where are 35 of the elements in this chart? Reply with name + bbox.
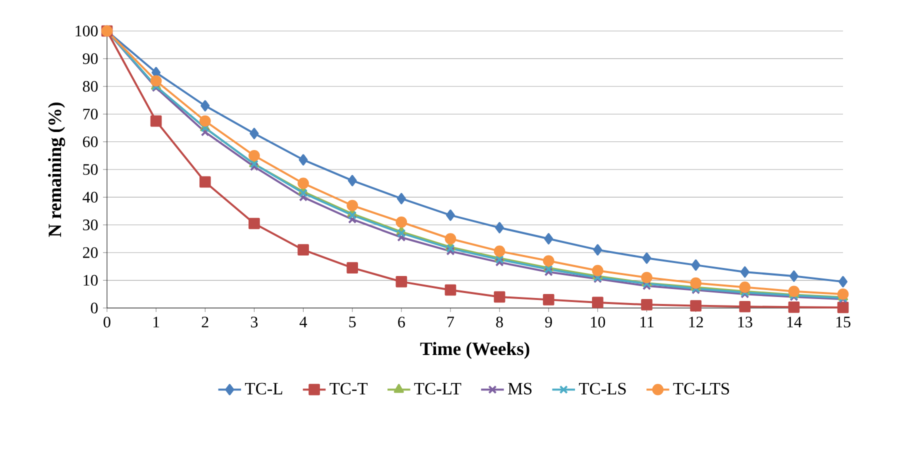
- y-tick-label: 20: [83, 247, 98, 258]
- y-tick-label: 100: [76, 26, 98, 36]
- x-axis-title: Time (Weeks): [420, 342, 530, 359]
- y-tick-label: 90: [82, 53, 98, 64]
- legend-label: MS: [508, 382, 532, 394]
- x-tick-label: 10: [591, 316, 606, 328]
- y-tick-label: 50: [83, 164, 98, 175]
- x-tick-label: 4: [300, 316, 308, 328]
- y-tick-label: 0: [90, 302, 98, 314]
- legend-label: TC-LS: [578, 382, 626, 394]
- y-tick-label: 60: [82, 136, 98, 148]
- y-tick-label: 80: [82, 80, 98, 92]
- x-tick-label: 8: [496, 316, 503, 328]
- y-tick-label: 70: [83, 108, 98, 120]
- x-tick-label: 13: [738, 316, 752, 328]
- x-tick-label: 5: [349, 316, 356, 328]
- x-tick-label: 3: [250, 316, 258, 328]
- y-axis-title: N remaining (%): [48, 102, 66, 237]
- y-tick-label: 30: [83, 219, 98, 230]
- y-tick-label: 10: [84, 274, 98, 286]
- x-tick-label: 14: [787, 316, 802, 328]
- x-tick-label: 15: [836, 316, 850, 328]
- x-tick-label: 12: [689, 316, 703, 328]
- x-tick-label: 1: [153, 316, 160, 328]
- legend-label: TC-LTS: [673, 382, 730, 394]
- x-tick-label: 9: [545, 316, 552, 328]
- legend-label: TC-LT: [414, 382, 462, 394]
- y-tick-label: 40: [82, 192, 98, 203]
- x-tick-label: 7: [448, 316, 454, 328]
- legend-label: TC-L: [245, 382, 282, 394]
- x-tick-label: 0: [104, 316, 110, 328]
- x-tick-label: 11: [640, 316, 654, 328]
- x-tick-label: 2: [202, 316, 208, 328]
- x-tick-label: 6: [398, 316, 405, 328]
- legend-label: TC-T: [330, 382, 368, 394]
